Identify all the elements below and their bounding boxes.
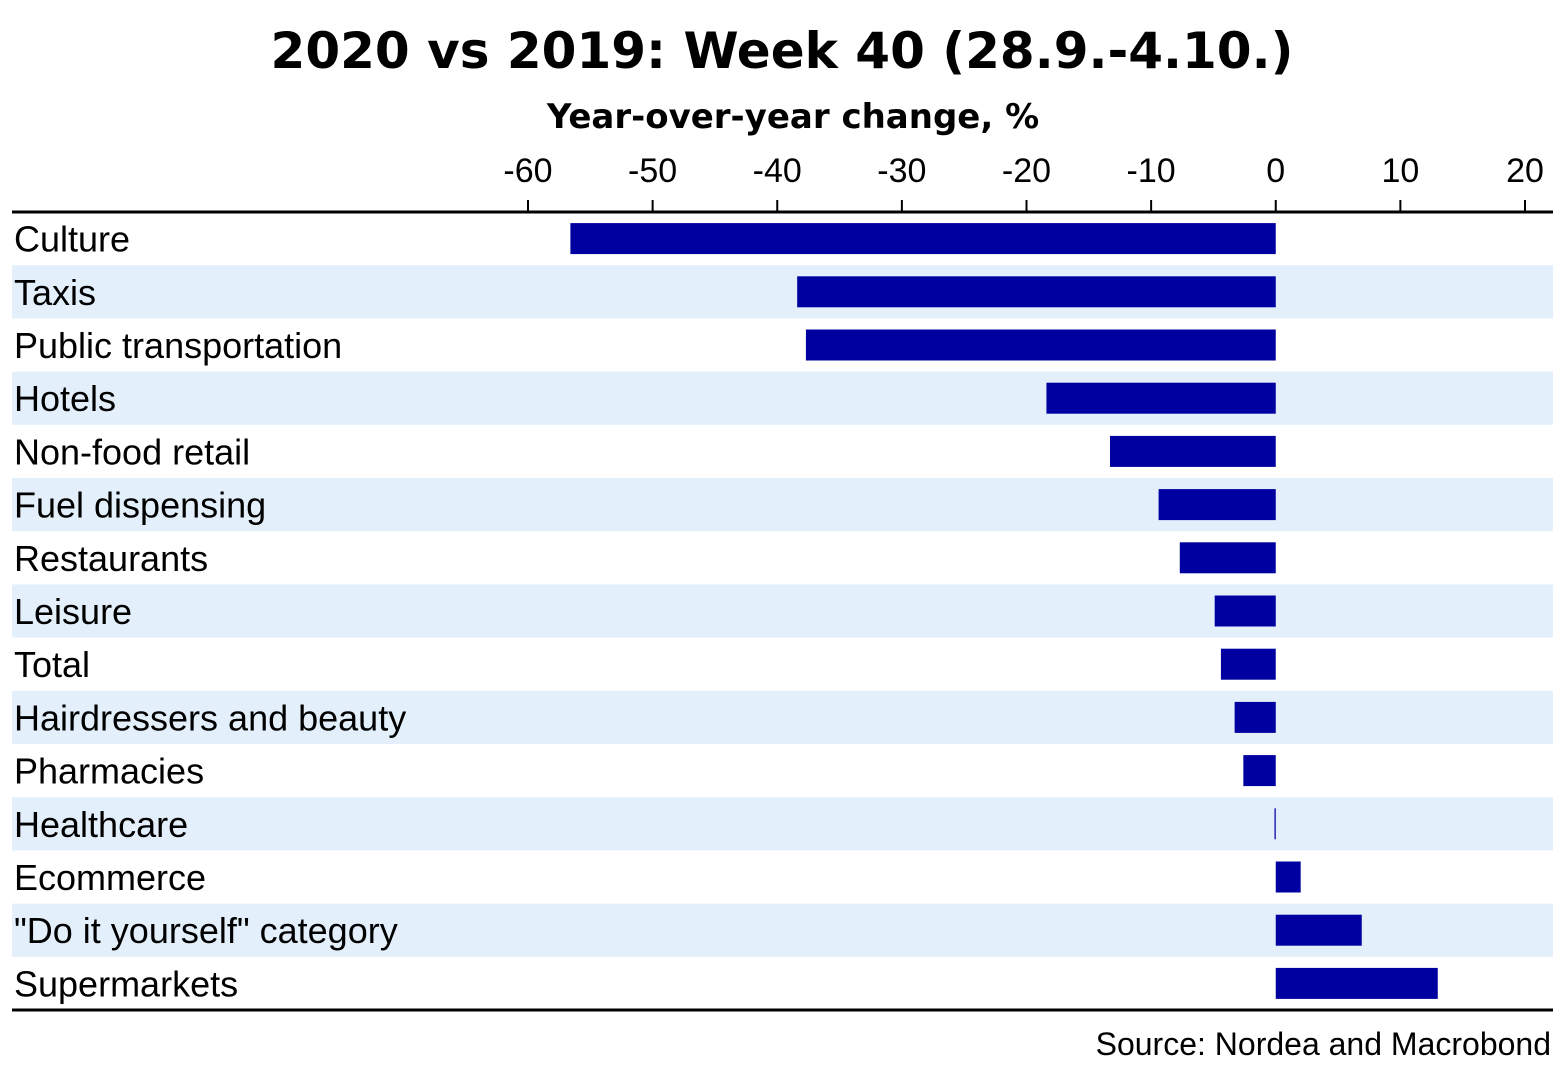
bar — [570, 223, 1276, 255]
bar — [1214, 595, 1276, 627]
bar — [797, 276, 1276, 308]
category-labels: Culture Taxis Public transportation Hotels N… — [14, 219, 406, 1005]
tick-label: -10 — [1127, 152, 1176, 190]
row-band — [12, 797, 1553, 851]
category-label: Restaurants — [14, 538, 208, 579]
category-label: Hotels — [14, 378, 116, 419]
category-label: "Do it yourself" category — [14, 910, 398, 951]
category-label: Pharmacies — [14, 751, 204, 792]
bar — [1046, 382, 1276, 414]
tick-label: -60 — [503, 152, 552, 190]
tick-label: -30 — [877, 152, 926, 190]
bar — [1275, 967, 1438, 999]
row-band — [12, 371, 1553, 425]
category-label: Leisure — [14, 591, 132, 632]
row-bands — [12, 265, 1553, 957]
category-label: Healthcare — [14, 804, 188, 845]
tick-label: 10 — [1381, 152, 1419, 190]
bar — [1179, 542, 1276, 574]
category-label: Non-food retail — [14, 431, 250, 472]
bar — [1274, 808, 1276, 840]
category-label: Total — [14, 644, 90, 685]
row-band — [12, 584, 1553, 638]
bar — [1234, 701, 1276, 733]
row-band — [12, 478, 1553, 532]
tick-label: -20 — [1002, 152, 1051, 190]
bar — [1275, 914, 1362, 946]
tick-label: -50 — [628, 152, 677, 190]
chart-title: 2020 vs 2019: Week 40 (28.9.-4.10.) — [271, 22, 1294, 80]
row-band — [12, 265, 1553, 319]
category-label: Culture — [14, 219, 130, 260]
tick-label: 0 — [1266, 152, 1285, 190]
bar — [1243, 755, 1276, 787]
bar — [1275, 861, 1301, 893]
bar — [1158, 489, 1276, 521]
category-label: Hairdressers and beauty — [14, 697, 406, 738]
bar — [805, 329, 1276, 361]
category-label: Fuel dispensing — [14, 485, 266, 526]
tick-label: 20 — [1506, 152, 1544, 190]
bar — [1109, 435, 1276, 467]
source-note: Source: Nordea and Macrobond — [1096, 1026, 1551, 1062]
bars — [570, 223, 1438, 999]
category-label: Public transportation — [14, 325, 342, 366]
category-label: Ecommerce — [14, 857, 206, 898]
category-label: Supermarkets — [14, 963, 238, 1004]
bar — [1220, 648, 1276, 680]
tick-label: -40 — [753, 152, 802, 190]
category-label: Taxis — [14, 272, 96, 313]
row-band — [12, 690, 1553, 744]
x-axis: -60 -50 -40 -30 -20 -10 0 10 20 — [503, 152, 1544, 212]
chart-subtitle: Year-over-year change, % — [546, 97, 1039, 137]
